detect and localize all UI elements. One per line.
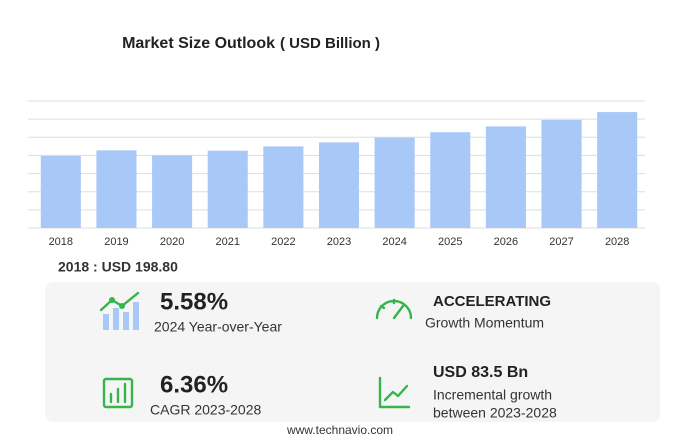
- x-tick-label: 2026: [494, 236, 518, 248]
- bar: [541, 119, 582, 228]
- cagr-label: CAGR 2023-2028: [150, 402, 262, 418]
- momentum-icon: [375, 298, 413, 320]
- x-tick-label: 2023: [327, 236, 351, 248]
- x-tick-label: 2020: [160, 236, 184, 248]
- x-tick-label: 2019: [104, 236, 128, 248]
- incremental-icon: [378, 376, 411, 409]
- x-tick-label: 2024: [382, 236, 406, 248]
- bar: [485, 126, 526, 228]
- bar: [40, 155, 81, 228]
- x-tick-label: 2028: [605, 236, 629, 248]
- x-tick-label: 2021: [215, 236, 239, 248]
- yoy-value: 5.58%: [160, 288, 228, 315]
- bar: [318, 142, 360, 228]
- bar: [374, 137, 415, 228]
- plot: 2018 2019 2020 2021 2022 2023 2024 2025 2026 2027…: [28, 100, 645, 248]
- momentum-value: ACCELERATING: [433, 293, 551, 310]
- bar: [96, 150, 137, 228]
- incremental-label-2: between 2023-2028: [433, 405, 557, 421]
- cagr-icon: [102, 377, 134, 409]
- chart-title: Market Size Outlook: [122, 35, 275, 52]
- momentum-label: Growth Momentum: [425, 315, 544, 331]
- bar: [430, 132, 471, 228]
- yoy-label: 2024 Year-over-Year: [154, 319, 282, 335]
- bar: [207, 150, 248, 228]
- incremental-label: Incremental growth: [433, 387, 552, 403]
- x-tick-label: 2022: [271, 236, 295, 248]
- x-tick-label: 2025: [438, 236, 462, 248]
- bar: [597, 112, 638, 228]
- summary-panel: [45, 282, 660, 422]
- incremental-value: USD 83.5 Bn: [433, 364, 528, 381]
- chart-unit: ( USD Billion ): [280, 35, 380, 52]
- base-value: 2018 : USD 198.80: [58, 259, 178, 275]
- cagr-value: 6.36%: [160, 371, 228, 398]
- source: www.technavio.com: [286, 423, 393, 437]
- x-tick-label: 2018: [49, 236, 73, 248]
- bar: [152, 155, 193, 228]
- x-tick-label: 2027: [549, 236, 573, 248]
- bar: [263, 146, 304, 228]
- yoy-icon: [99, 291, 140, 330]
